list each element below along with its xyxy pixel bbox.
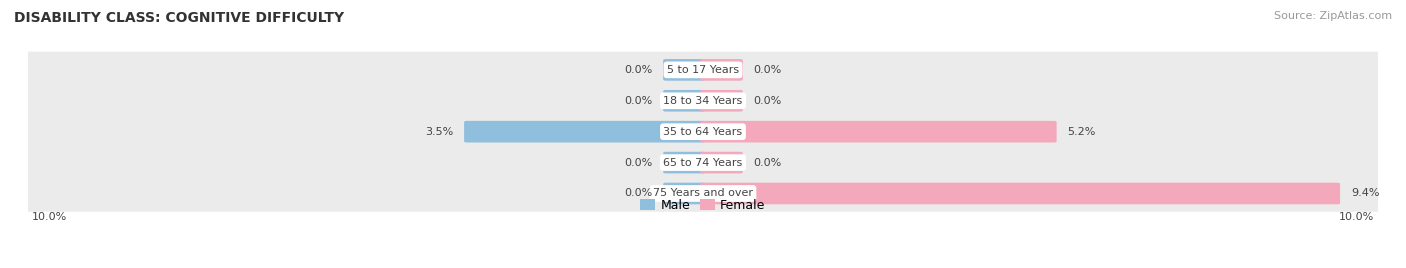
FancyBboxPatch shape [15,83,1391,119]
FancyBboxPatch shape [15,144,1391,181]
Text: 18 to 34 Years: 18 to 34 Years [664,96,742,106]
Text: 5.2%: 5.2% [1067,127,1095,137]
FancyBboxPatch shape [700,59,742,81]
Text: 0.0%: 0.0% [624,188,652,199]
FancyBboxPatch shape [15,52,1391,88]
Text: Source: ZipAtlas.com: Source: ZipAtlas.com [1274,11,1392,21]
FancyBboxPatch shape [700,90,742,111]
Text: 0.0%: 0.0% [754,65,782,75]
Text: 10.0%: 10.0% [31,212,66,222]
Text: 65 to 74 Years: 65 to 74 Years [664,158,742,168]
FancyBboxPatch shape [700,183,1340,204]
Text: 0.0%: 0.0% [624,96,652,106]
Text: 75 Years and over: 75 Years and over [652,188,754,199]
FancyBboxPatch shape [664,90,706,111]
FancyBboxPatch shape [15,175,1391,212]
Text: 0.0%: 0.0% [624,65,652,75]
FancyBboxPatch shape [664,59,706,81]
FancyBboxPatch shape [464,121,706,143]
Text: 0.0%: 0.0% [754,96,782,106]
FancyBboxPatch shape [664,183,706,204]
Text: DISABILITY CLASS: COGNITIVE DIFFICULTY: DISABILITY CLASS: COGNITIVE DIFFICULTY [14,11,344,25]
FancyBboxPatch shape [15,113,1391,150]
Text: 5 to 17 Years: 5 to 17 Years [666,65,740,75]
Text: 9.4%: 9.4% [1351,188,1379,199]
Text: 10.0%: 10.0% [1340,212,1375,222]
Text: 0.0%: 0.0% [754,158,782,168]
FancyBboxPatch shape [664,152,706,173]
Text: 0.0%: 0.0% [624,158,652,168]
FancyBboxPatch shape [700,152,742,173]
FancyBboxPatch shape [700,121,1057,143]
Text: 35 to 64 Years: 35 to 64 Years [664,127,742,137]
Text: 3.5%: 3.5% [425,127,453,137]
Legend: Male, Female: Male, Female [636,194,770,217]
